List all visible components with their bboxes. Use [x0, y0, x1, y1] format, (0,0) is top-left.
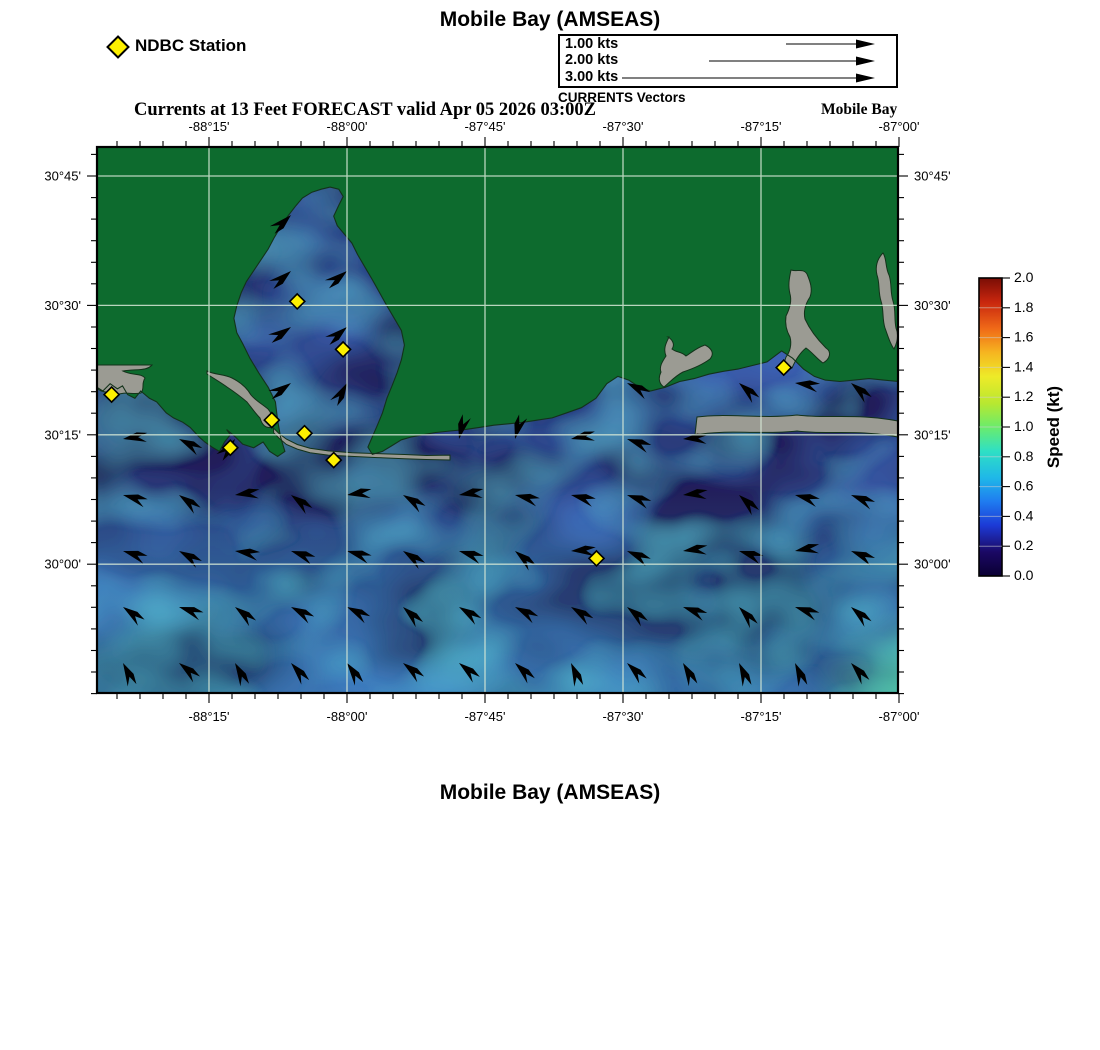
svg-text:30°15': 30°15' — [914, 427, 951, 442]
svg-text:1.2: 1.2 — [1014, 388, 1034, 404]
svg-text:2.0: 2.0 — [1014, 269, 1034, 285]
svg-text:0.8: 0.8 — [1014, 448, 1034, 464]
svg-text:-88°15': -88°15' — [189, 709, 230, 724]
svg-text:0.4: 0.4 — [1014, 507, 1034, 523]
svg-text:1.0: 1.0 — [1014, 418, 1034, 434]
svg-text:30°45': 30°45' — [44, 169, 81, 184]
svg-text:30°15': 30°15' — [44, 427, 81, 442]
svg-text:-87°00': -87°00' — [879, 119, 920, 134]
svg-text:-87°30': -87°30' — [603, 709, 644, 724]
svg-text:-88°00': -88°00' — [327, 709, 368, 724]
svg-text:-87°00': -87°00' — [879, 709, 920, 724]
svg-text:-87°30': -87°30' — [603, 119, 644, 134]
svg-text:30°30': 30°30' — [914, 298, 951, 313]
svg-text:30°45': 30°45' — [914, 169, 951, 184]
svg-text:-87°45': -87°45' — [465, 709, 506, 724]
svg-text:30°30': 30°30' — [44, 298, 81, 313]
svg-text:1.4: 1.4 — [1014, 358, 1034, 374]
svg-text:1.6: 1.6 — [1014, 329, 1034, 345]
svg-text:-87°15': -87°15' — [741, 709, 782, 724]
svg-text:-87°45': -87°45' — [465, 119, 506, 134]
svg-text:0.6: 0.6 — [1014, 478, 1034, 494]
svg-text:Speed (kt): Speed (kt) — [1044, 386, 1063, 468]
svg-text:1.8: 1.8 — [1014, 299, 1034, 315]
svg-text:-88°15': -88°15' — [189, 119, 230, 134]
svg-text:30°00': 30°00' — [44, 557, 81, 572]
svg-text:-87°15': -87°15' — [741, 119, 782, 134]
svg-text:30°00': 30°00' — [914, 557, 951, 572]
svg-text:-88°00': -88°00' — [327, 119, 368, 134]
svg-text:0.0: 0.0 — [1014, 567, 1034, 583]
svg-text:0.2: 0.2 — [1014, 537, 1034, 553]
